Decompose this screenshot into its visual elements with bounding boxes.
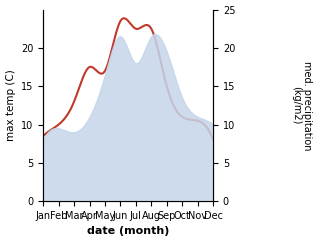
Y-axis label: med. precipitation
(kg/m2): med. precipitation (kg/m2) — [291, 60, 313, 150]
Y-axis label: max temp (C): max temp (C) — [5, 69, 16, 141]
X-axis label: date (month): date (month) — [87, 227, 169, 236]
